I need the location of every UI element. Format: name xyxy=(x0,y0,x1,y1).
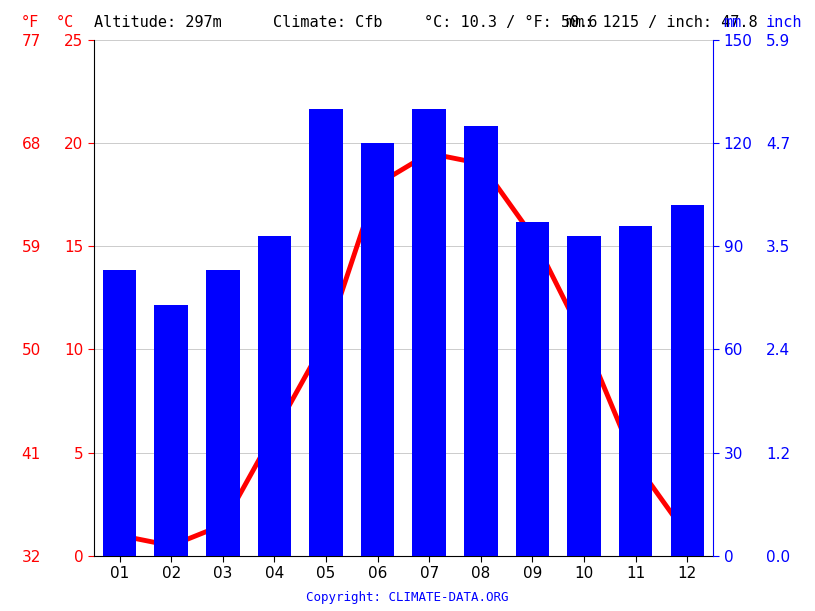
Bar xyxy=(309,109,343,556)
Text: °C: °C xyxy=(55,15,73,31)
Bar xyxy=(516,222,549,556)
Text: inch: inch xyxy=(766,15,803,31)
Text: °C: 10.3 / °F: 50.6: °C: 10.3 / °F: 50.6 xyxy=(424,15,597,31)
Bar xyxy=(103,270,136,556)
Bar xyxy=(412,109,446,556)
Text: Copyright: CLIMATE-DATA.ORG: Copyright: CLIMATE-DATA.ORG xyxy=(306,591,509,604)
Text: °F: °F xyxy=(20,15,38,31)
Bar xyxy=(567,236,601,556)
Bar xyxy=(258,236,291,556)
Text: mm: mm xyxy=(724,15,742,31)
Bar xyxy=(671,205,704,556)
Bar xyxy=(361,143,394,556)
Text: mm: 1215 / inch: 47.8: mm: 1215 / inch: 47.8 xyxy=(566,15,758,31)
Text: Altitude: 297m: Altitude: 297m xyxy=(94,15,222,31)
Bar xyxy=(154,305,188,556)
Bar xyxy=(206,270,240,556)
Bar xyxy=(464,126,498,556)
Text: Climate: Cfb: Climate: Cfb xyxy=(273,15,382,31)
Bar xyxy=(619,225,653,556)
